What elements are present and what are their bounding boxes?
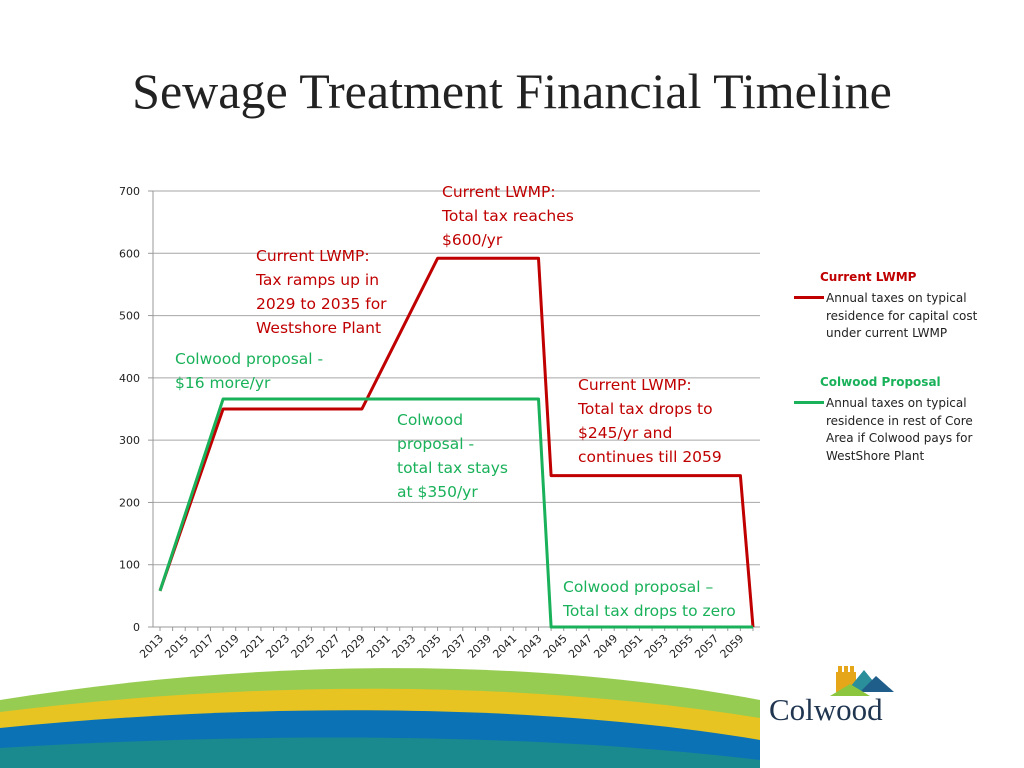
x-tick-label: 2033 [389, 632, 418, 661]
legend-desc-line: residence in rest of Core [826, 413, 973, 428]
x-tick-label: 2013 [137, 632, 166, 661]
annotation-line: Total tax reaches [442, 207, 574, 225]
annotation-line: $600/yr [442, 231, 503, 249]
legend-desc-line: WestShore Plant [826, 448, 925, 463]
legend-desc-line: Annual taxes on typical [826, 396, 967, 410]
x-tick-label: 2057 [692, 632, 721, 661]
legend-swatch-colwood [794, 401, 824, 404]
y-tick-label: 600 [119, 247, 140, 260]
annotation-line: continues till 2059 [578, 448, 722, 466]
legend-desc-colwood: Annual taxes on typical residence in res… [826, 395, 986, 465]
x-tick-label: 2041 [490, 632, 519, 661]
annotation-line: Westshore Plant [256, 319, 382, 337]
colwood-logo-text: Colwood [769, 692, 883, 727]
annotation-line: $16 more/yr [175, 374, 271, 392]
legend-desc-line: under current LWMP [826, 326, 948, 340]
x-tick-label: 2031 [364, 632, 393, 661]
y-tick-label: 0 [133, 621, 140, 634]
annotation-colwood-stays: Colwood proposal - total tax stays at $3… [397, 408, 508, 504]
annotation-line: Current LWMP: [578, 376, 692, 394]
annotation-line: Current LWMP: [256, 247, 370, 265]
footer-decoration [0, 668, 760, 768]
x-tick-label: 2059 [718, 632, 747, 661]
x-tick-label: 2051 [617, 632, 646, 661]
x-tick-label: 2017 [188, 632, 217, 661]
y-tick-label: 500 [119, 310, 140, 323]
x-tick-label: 2049 [591, 632, 620, 661]
legend-desc-lwmp: Annual taxes on typical residence for ca… [826, 290, 986, 343]
annotation-line: $245/yr and [578, 424, 673, 442]
x-tick-label: 2021 [238, 632, 267, 661]
legend-desc-line: residence for capital cost [826, 308, 978, 323]
annotation-line: 2029 to 2035 for [256, 295, 387, 313]
legend-title-colwood: Colwood Proposal [820, 375, 941, 389]
x-tick-label: 2047 [566, 632, 595, 661]
x-tick-label: 2019 [213, 632, 242, 661]
series-line-current-lwmp [158, 256, 755, 628]
annotation-line: at $350/yr [397, 483, 478, 501]
annotation-line: Tax ramps up in [256, 271, 380, 289]
x-tick-label: 2055 [667, 632, 696, 661]
footer-wave-teal [0, 737, 760, 768]
x-tick-label: 2037 [440, 632, 469, 661]
annotation-line: Current LWMP: [442, 183, 556, 201]
annotation-colwood-more: Colwood proposal - $16 more/yr [175, 347, 323, 395]
series-line-colwood-proposal [158, 397, 753, 629]
annotation-line: Colwood proposal – [563, 578, 714, 596]
chart-series [158, 256, 755, 629]
x-tick-label: 2045 [541, 632, 570, 661]
y-tick-label: 200 [119, 496, 140, 509]
annotation-lwmp-peak: Current LWMP: Total tax reaches $600/yr [442, 180, 574, 252]
x-tick-label: 2029 [339, 632, 368, 661]
x-tick-label: 2035 [415, 632, 444, 661]
legend-desc-line: Annual taxes on typical [826, 291, 967, 305]
legend-title-lwmp: Current LWMP [820, 270, 917, 284]
x-tick-label: 2025 [289, 632, 318, 661]
annotation-colwood-zero: Colwood proposal – Total tax drops to ze… [563, 575, 736, 623]
y-tick-label: 300 [119, 434, 140, 447]
annotation-line: Total tax drops to zero [563, 602, 736, 620]
annotation-line: proposal - [397, 435, 475, 453]
annotation-line: Colwood proposal - [175, 350, 324, 368]
slide-title: Sewage Treatment Financial Timeline [132, 63, 892, 119]
legend-swatch-lwmp [794, 296, 824, 299]
x-axis: 2013201520172019202120232025202720292031… [137, 627, 754, 661]
x-tick-label: 2027 [314, 632, 343, 661]
x-tick-label: 2043 [516, 632, 545, 661]
y-axis: 0 100 200 300 400 500 600 700 [119, 185, 154, 634]
x-tick-label: 2023 [263, 632, 292, 661]
annotation-line: Total tax drops to [578, 400, 713, 418]
annotation-lwmp-drops: Current LWMP: Total tax drops to $245/yr… [578, 373, 722, 469]
annotation-lwmp-ramp: Current LWMP: Tax ramps up in 2029 to 20… [256, 244, 387, 340]
x-tick-label: 2039 [465, 632, 494, 661]
y-tick-label: 700 [119, 185, 140, 198]
y-tick-label: 100 [119, 559, 140, 572]
annotation-line: total tax stays [397, 459, 508, 477]
y-tick-label: 400 [119, 372, 140, 385]
colwood-crown-mountain-logo-icon [830, 666, 894, 696]
x-tick-label: 2015 [162, 632, 191, 661]
legend-desc-line: Area if Colwood pays for [826, 431, 973, 445]
chart-gridlines [153, 190, 760, 628]
x-tick-label: 2053 [642, 632, 671, 661]
annotation-line: Colwood [397, 411, 464, 429]
